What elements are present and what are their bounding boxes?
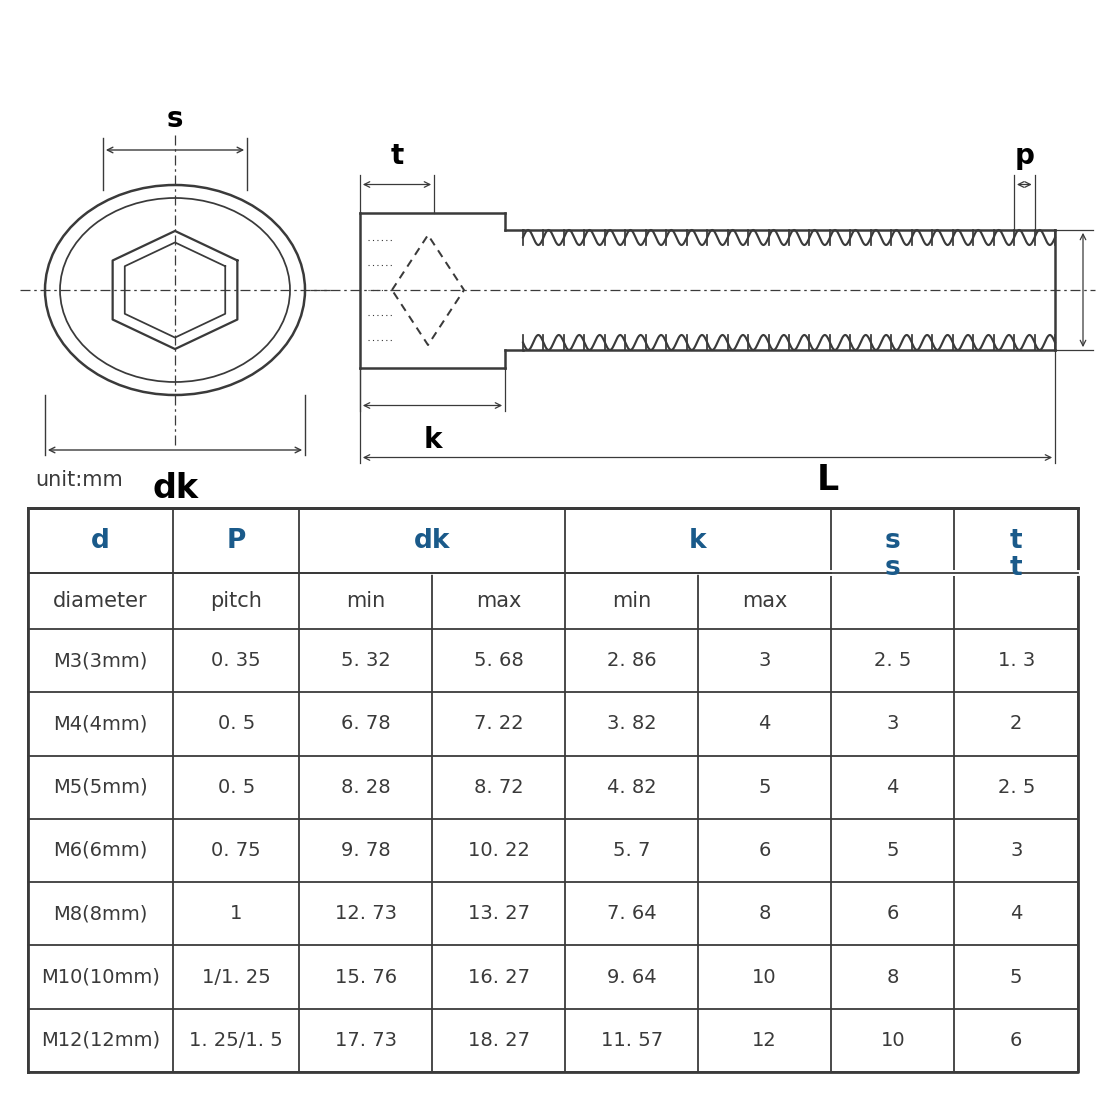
Text: 1/1. 25: 1/1. 25 bbox=[201, 968, 271, 987]
Text: 4: 4 bbox=[887, 778, 899, 796]
Text: 8. 72: 8. 72 bbox=[474, 778, 524, 796]
Text: M10(10mm): M10(10mm) bbox=[41, 968, 159, 987]
Text: 5. 32: 5. 32 bbox=[341, 651, 390, 670]
Text: t: t bbox=[390, 143, 404, 170]
Text: t: t bbox=[1010, 528, 1023, 553]
Text: 0. 5: 0. 5 bbox=[218, 714, 255, 734]
Text: s: s bbox=[884, 528, 901, 553]
Text: 10: 10 bbox=[752, 968, 777, 987]
Text: 0. 35: 0. 35 bbox=[211, 651, 261, 670]
Text: P: P bbox=[227, 528, 246, 553]
Text: 9. 78: 9. 78 bbox=[341, 842, 390, 860]
Text: 6: 6 bbox=[758, 842, 771, 860]
Text: M6(6mm): M6(6mm) bbox=[53, 842, 147, 860]
Text: 8. 28: 8. 28 bbox=[341, 778, 390, 796]
Text: 10. 22: 10. 22 bbox=[468, 842, 530, 860]
Text: 4: 4 bbox=[1010, 904, 1022, 923]
Text: M3(3mm): M3(3mm) bbox=[53, 651, 147, 670]
Text: M5(5mm): M5(5mm) bbox=[53, 778, 147, 796]
Text: 6. 78: 6. 78 bbox=[341, 714, 390, 734]
Text: max: max bbox=[476, 591, 521, 612]
Text: k: k bbox=[424, 426, 442, 453]
Text: 3: 3 bbox=[887, 714, 899, 734]
Text: 1: 1 bbox=[230, 904, 242, 923]
Text: 5. 68: 5. 68 bbox=[474, 651, 524, 670]
Text: min: min bbox=[612, 591, 651, 612]
Text: 6: 6 bbox=[1010, 1031, 1022, 1049]
Text: 2. 5: 2. 5 bbox=[874, 651, 912, 670]
Text: diameter: diameter bbox=[53, 591, 147, 612]
Text: s: s bbox=[167, 104, 184, 133]
Text: 1. 25/1. 5: 1. 25/1. 5 bbox=[189, 1031, 283, 1049]
Text: 3: 3 bbox=[758, 651, 771, 670]
Text: 8: 8 bbox=[758, 904, 771, 923]
Text: 5: 5 bbox=[887, 842, 899, 860]
Text: 18. 27: 18. 27 bbox=[468, 1031, 530, 1049]
Text: 16. 27: 16. 27 bbox=[468, 968, 530, 987]
Text: M8(8mm): M8(8mm) bbox=[53, 904, 147, 923]
Text: p: p bbox=[1014, 143, 1034, 170]
Text: 3. 82: 3. 82 bbox=[607, 714, 657, 734]
Text: 0. 75: 0. 75 bbox=[211, 842, 261, 860]
Text: 12. 73: 12. 73 bbox=[334, 904, 397, 923]
Text: M4(4mm): M4(4mm) bbox=[53, 714, 147, 734]
Text: dk: dk bbox=[152, 472, 198, 505]
Text: s: s bbox=[884, 556, 901, 582]
Text: 7. 22: 7. 22 bbox=[474, 714, 524, 734]
Text: dk: dk bbox=[414, 528, 451, 553]
Text: 12: 12 bbox=[752, 1031, 777, 1049]
Text: pitch: pitch bbox=[210, 591, 262, 612]
Text: 2. 5: 2. 5 bbox=[998, 778, 1035, 796]
Text: k: k bbox=[690, 528, 707, 553]
Text: 6: 6 bbox=[887, 904, 899, 923]
Text: min: min bbox=[346, 591, 385, 612]
Text: 0. 5: 0. 5 bbox=[218, 778, 255, 796]
Text: 2. 86: 2. 86 bbox=[607, 651, 657, 670]
Text: max: max bbox=[741, 591, 788, 612]
Text: 5: 5 bbox=[758, 778, 771, 796]
Text: 15. 76: 15. 76 bbox=[334, 968, 397, 987]
Text: 5: 5 bbox=[1010, 968, 1023, 987]
Text: 1. 3: 1. 3 bbox=[998, 651, 1035, 670]
Text: t: t bbox=[1010, 556, 1023, 582]
Text: 3: 3 bbox=[1010, 842, 1022, 860]
Text: 8: 8 bbox=[887, 968, 899, 987]
Text: 10: 10 bbox=[880, 1031, 905, 1049]
Text: 13. 27: 13. 27 bbox=[468, 904, 530, 923]
Text: unit:mm: unit:mm bbox=[35, 470, 123, 490]
Text: 11. 57: 11. 57 bbox=[601, 1031, 662, 1049]
Text: 9. 64: 9. 64 bbox=[607, 968, 657, 987]
Text: 2: 2 bbox=[1010, 714, 1022, 734]
Text: 4: 4 bbox=[758, 714, 771, 734]
Text: 17. 73: 17. 73 bbox=[334, 1031, 397, 1049]
Text: M12(12mm): M12(12mm) bbox=[41, 1031, 161, 1049]
Text: 5. 7: 5. 7 bbox=[613, 842, 650, 860]
Text: 4. 82: 4. 82 bbox=[607, 778, 657, 796]
Text: 7. 64: 7. 64 bbox=[607, 904, 657, 923]
Text: d: d bbox=[91, 528, 110, 553]
Text: L: L bbox=[816, 462, 838, 496]
